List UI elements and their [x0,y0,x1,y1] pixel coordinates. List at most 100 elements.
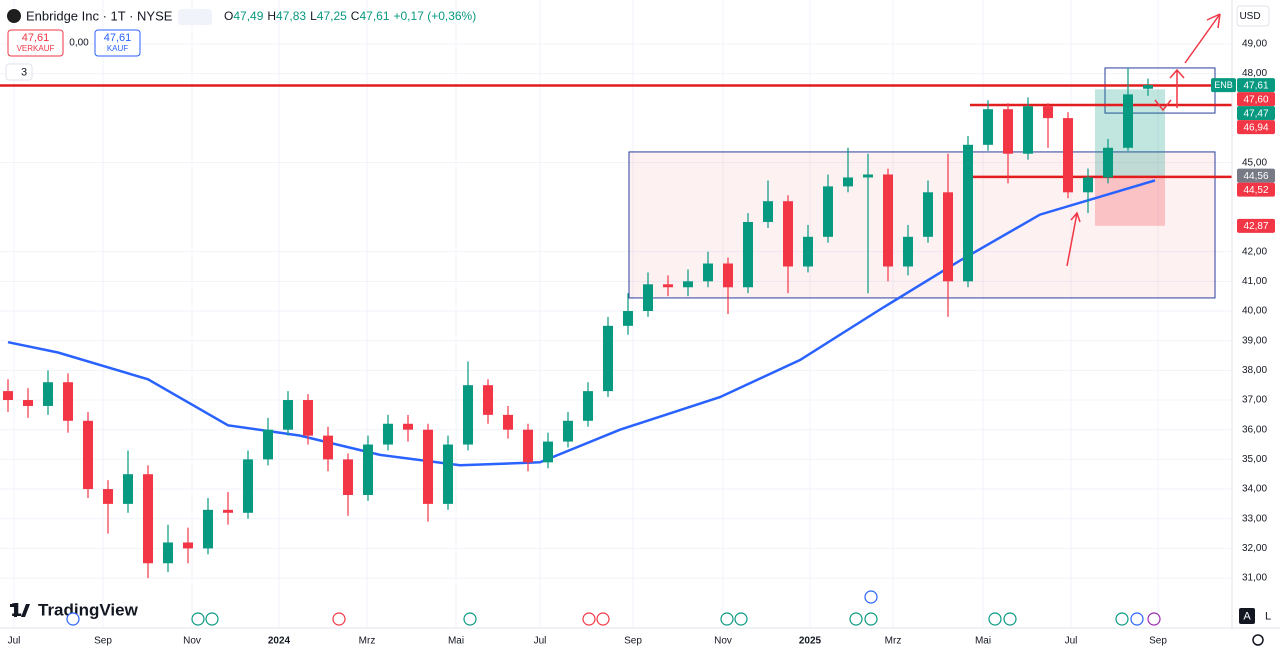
x-tick-label: Nov [183,636,201,647]
candle-body [403,423,413,430]
candle-body [1083,177,1093,193]
buy-price: 47,61 [104,32,132,44]
candle-body [703,263,713,282]
plot-area [0,0,1232,628]
price-label: 44,52 [1243,185,1268,196]
event-marker[interactable] [463,612,477,626]
event-marker[interactable] [332,612,346,626]
candle-body [763,201,773,222]
x-tick-label: Sep [1149,636,1167,647]
candle-body [983,109,993,145]
sell-button[interactable] [7,29,64,57]
candle-body [783,201,793,267]
candle-body [503,414,513,430]
currency: USD [1239,11,1260,22]
currency-button[interactable] [1236,5,1270,27]
candle-body [1043,106,1053,119]
candle-body [923,192,933,237]
symbol-title[interactable]: Enbridge Inc · 1T · NYSE [26,8,173,23]
price-label-box [1237,120,1275,135]
y-tick-label: 36,00 [1242,424,1267,435]
event-marker[interactable] [864,590,878,604]
event-marker[interactable] [988,612,1002,626]
auto-scale: A [1243,610,1251,622]
settings-button[interactable] [1252,634,1264,646]
ohlc-change: +0,17 (+0,36%) [394,9,477,23]
indicator-toggle[interactable] [5,63,33,81]
symbol-label-box [1211,78,1236,93]
candle-body [603,325,613,392]
event-marker[interactable] [205,612,219,626]
buy-button[interactable] [94,29,141,57]
brand-name: TradingView [38,600,139,619]
candle-body [263,429,273,460]
candle-body [443,444,453,504]
candle-body [143,474,153,564]
candle-body [123,474,133,504]
log-scale[interactable]: L [1265,610,1271,622]
arrow [1066,211,1081,267]
price-label: 42,87 [1243,221,1268,232]
candle-body [303,400,313,436]
candle-body [423,429,433,504]
candle-body [343,459,353,495]
candle-body [523,429,533,463]
price-label-box [1237,218,1275,233]
auto-scale-button[interactable] [1239,608,1255,624]
ohlc-value: 47,49 [233,9,263,23]
candle-body [363,444,373,495]
x-tick-label: Mrz [885,636,902,647]
candle-body [1103,147,1113,178]
event-marker[interactable] [1115,612,1129,626]
event-marker[interactable] [1147,612,1161,626]
candle-body [383,423,393,445]
candle-body [563,420,573,442]
price-label-box [1237,106,1275,121]
ohlc-key: O [224,9,233,23]
candle-body [183,542,193,549]
event-marker[interactable] [734,612,748,626]
candle-body [963,144,973,282]
event-marker[interactable] [720,612,734,626]
y-tick-label: 34,00 [1242,484,1267,495]
event-marker[interactable] [191,612,205,626]
candle-body [583,391,593,421]
candle-body [63,382,73,421]
candle-body [823,186,833,237]
symbol-label: ENB [1214,80,1233,90]
event-marker[interactable] [1130,612,1144,626]
y-tick-label: 41,00 [1242,276,1267,287]
y-tick-label: 45,00 [1242,157,1267,168]
candle-body [83,420,93,490]
compare-icons[interactable] [178,9,212,25]
event-marker[interactable] [596,612,610,626]
x-tick-label: Jul [1065,636,1078,647]
symbol-logo[interactable] [7,9,21,23]
event-marker[interactable] [582,612,596,626]
event-marker[interactable] [864,612,878,626]
sell-price: 47,61 [22,32,50,44]
annotation-arrows [1066,13,1221,267]
y-tick-label: 31,00 [1242,573,1267,584]
price-label-box [1237,78,1275,93]
candle-body [543,441,553,463]
candle-body [463,385,473,445]
y-tick-label: 39,00 [1242,335,1267,346]
y-tick-label: 33,00 [1242,513,1267,524]
event-marker[interactable] [66,612,80,626]
candle-body [1063,118,1073,193]
event-marker[interactable] [1003,612,1017,626]
ohlc-key: C [351,9,360,23]
candle-body [1023,106,1033,154]
event-marker[interactable] [849,612,863,626]
price-labels: 47,61 ENB 47,60 47,47 46,94 44,56 44,52 42,87 [1211,78,1275,233]
price-label: 44,56 [1243,171,1268,182]
candle-body [663,284,673,288]
candle-body [903,236,913,267]
candle-body [943,192,953,282]
ohlc-key: L [310,9,317,23]
candle-body [803,236,813,267]
ohlc-value: 47,25 [317,9,347,23]
candle-body [683,281,693,288]
